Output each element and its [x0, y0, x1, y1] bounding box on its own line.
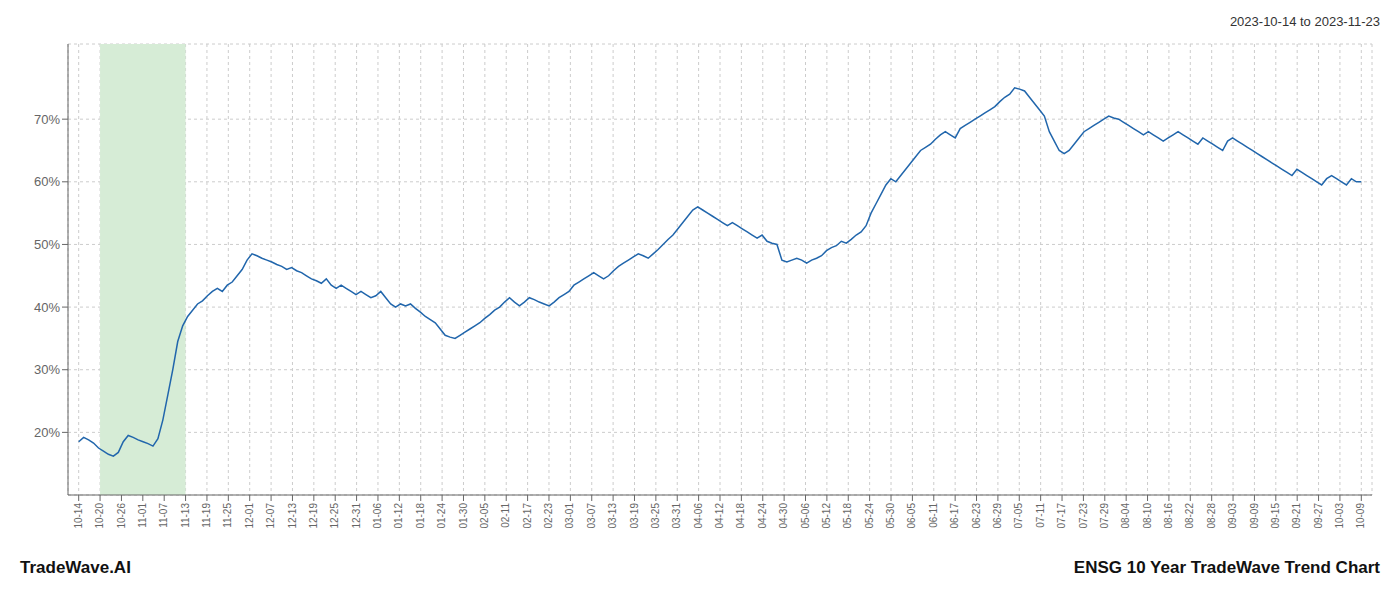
- svg-text:03-31: 03-31: [671, 503, 682, 529]
- svg-text:01-12: 01-12: [393, 503, 404, 529]
- svg-text:05-12: 05-12: [821, 503, 832, 529]
- svg-text:12-13: 12-13: [287, 503, 298, 529]
- svg-text:03-01: 03-01: [564, 503, 575, 529]
- svg-text:09-15: 09-15: [1270, 503, 1281, 529]
- svg-text:08-28: 08-28: [1206, 503, 1217, 529]
- svg-text:60%: 60%: [34, 174, 60, 189]
- svg-text:08-16: 08-16: [1163, 503, 1174, 529]
- svg-text:20%: 20%: [34, 425, 60, 440]
- svg-text:05-18: 05-18: [842, 503, 853, 529]
- html-text:2023-10-14 to 2023-11-23: 2023-10-14 to 2023-11-23: [1229, 13, 1380, 29]
- svg-text:12-25: 12-25: [329, 503, 340, 529]
- svg-text:30%: 30%: [34, 362, 60, 377]
- svg-text:04-30: 04-30: [778, 503, 789, 529]
- svg-text:12-07: 12-07: [265, 503, 276, 529]
- svg-text:01-06: 01-06: [372, 503, 383, 529]
- svg-text:03-25: 03-25: [650, 503, 661, 529]
- svg-text:06-23: 06-23: [971, 503, 982, 529]
- html-text:TradeWave.AI: TradeWave.AI: [20, 558, 131, 577]
- html-text:ENSG 10 Year TradeWave Trend C: ENSG 10 Year TradeWave Trend Chart: [1073, 558, 1380, 577]
- svg-text:09-09: 09-09: [1249, 503, 1260, 529]
- svg-text:05-24: 05-24: [864, 503, 875, 529]
- svg-text:11-13: 11-13: [180, 503, 191, 528]
- svg-text:06-11: 06-11: [928, 503, 939, 528]
- svg-text:11-07: 11-07: [158, 503, 169, 528]
- svg-text:12-31: 12-31: [351, 503, 362, 529]
- svg-text:04-06: 04-06: [693, 503, 704, 529]
- svg-text:08-10: 08-10: [1142, 503, 1153, 529]
- svg-text:10-20: 10-20: [94, 503, 105, 529]
- svg-text:40%: 40%: [34, 300, 60, 315]
- svg-text:04-24: 04-24: [757, 503, 768, 529]
- svg-text:03-19: 03-19: [629, 503, 640, 529]
- svg-text:50%: 50%: [34, 237, 60, 252]
- svg-text:09-21: 09-21: [1291, 503, 1302, 529]
- svg-text:10-09: 10-09: [1355, 503, 1366, 529]
- svg-text:11-19: 11-19: [201, 503, 212, 528]
- svg-text:03-13: 03-13: [607, 503, 618, 529]
- svg-text:10-26: 10-26: [116, 503, 127, 529]
- svg-text:05-30: 05-30: [885, 503, 896, 529]
- svg-text:12-01: 12-01: [244, 503, 255, 529]
- svg-text:07-05: 07-05: [1013, 503, 1024, 529]
- svg-text:07-29: 07-29: [1099, 503, 1110, 529]
- svg-text:07-17: 07-17: [1056, 503, 1067, 529]
- svg-text:02-11: 02-11: [500, 503, 511, 528]
- svg-text:07-23: 07-23: [1078, 503, 1089, 529]
- svg-text:12-19: 12-19: [308, 503, 319, 529]
- svg-text:02-05: 02-05: [479, 503, 490, 529]
- svg-text:03-07: 03-07: [586, 503, 597, 529]
- svg-text:06-17: 06-17: [949, 503, 960, 529]
- svg-text:10-03: 10-03: [1334, 503, 1345, 529]
- svg-text:01-30: 01-30: [458, 503, 469, 529]
- svg-text:70%: 70%: [34, 112, 60, 127]
- svg-text:01-24: 01-24: [436, 503, 447, 529]
- svg-text:05-06: 05-06: [800, 503, 811, 529]
- svg-text:07-11: 07-11: [1035, 503, 1046, 528]
- svg-text:10-14: 10-14: [73, 503, 84, 529]
- svg-text:09-03: 09-03: [1227, 503, 1238, 529]
- svg-text:01-18: 01-18: [415, 503, 426, 529]
- svg-text:04-18: 04-18: [735, 503, 746, 529]
- svg-text:11-25: 11-25: [222, 503, 233, 528]
- svg-text:02-23: 02-23: [543, 503, 554, 529]
- svg-text:04-12: 04-12: [714, 503, 725, 529]
- svg-text:09-27: 09-27: [1313, 503, 1324, 529]
- svg-text:08-22: 08-22: [1184, 503, 1195, 529]
- svg-text:11-01: 11-01: [137, 503, 148, 528]
- svg-text:02-17: 02-17: [522, 503, 533, 529]
- svg-text:06-29: 06-29: [992, 503, 1003, 529]
- svg-text:06-05: 06-05: [906, 503, 917, 529]
- svg-text:08-04: 08-04: [1120, 503, 1131, 529]
